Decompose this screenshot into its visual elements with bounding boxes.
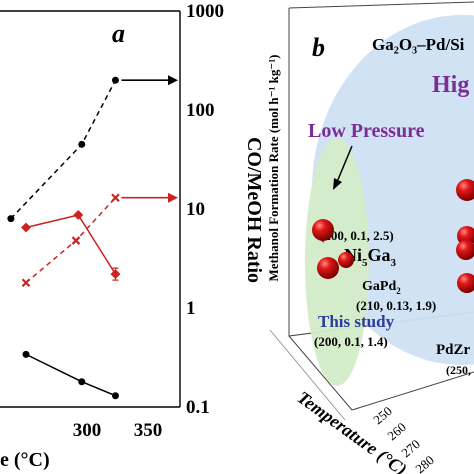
panel-a-data-layer: [7, 75, 178, 400]
sphere-ni5ga3: [312, 219, 334, 241]
panel-b-front-left-edge: [288, 335, 353, 411]
panel-a-ytick-10: 10: [186, 199, 205, 220]
low-pressure-arrowhead: [333, 178, 342, 190]
panel-a-axis-arrowhead-1: [168, 192, 178, 203]
panel-a-ytick-1000: 1000: [186, 1, 224, 22]
panel-b-xtick-280: 280: [412, 452, 437, 474]
low-pressure-arrow: [336, 145, 353, 183]
annotation-pdzr-coords: (250,: [446, 363, 471, 377]
panel-a-ytick-1: 1: [186, 298, 196, 319]
panel-a-series-2-point-0: [21, 278, 31, 288]
annotation-pdzr-name: PdZr: [436, 342, 471, 358]
panel-a-xlabel: e (°C): [0, 449, 50, 471]
panel-b-depth-axis: [269, 329, 346, 421]
panel-a-series-3-line: [25, 353, 116, 397]
panel-a-series-3-point-2: [111, 392, 119, 400]
sphere-gapd2: [338, 252, 354, 268]
annotation-gapd2-name: GaPd2: [362, 279, 401, 296]
annotation-gapd2-coords: (210, 0.13, 1.9): [356, 298, 436, 313]
panel-a-series-2-line: [25, 197, 117, 284]
panel-a-xtick-350: 350: [134, 420, 163, 441]
panel-a-axis-arrowhead-0: [168, 75, 178, 86]
panel-a-xtick-300: 300: [73, 420, 102, 441]
panel-a-label: a: [112, 19, 125, 48]
high-pressure-label: Hig: [432, 72, 469, 98]
panel-a-series-2-point-2: [111, 193, 120, 202]
annotation-ni5ga3-coords: (200, 0.1, 2.5): [320, 228, 394, 243]
low-pressure-label: Low Pressure: [308, 120, 425, 142]
panel-a-series-3-point-1: [78, 378, 86, 386]
panel-a: a 300 350 e (°C) 1000 100 10 1 0.1 CO/Me…: [0, 1, 265, 471]
panel-b: b Ga₂O₃–Pd/Si Hig Low Pressure Methanol …: [266, 1, 474, 474]
sphere-high-1: [456, 179, 474, 201]
panel-a-series-0-line: [10, 79, 117, 220]
sphere-high-3: [456, 240, 474, 260]
panel-b-xtick-260: 260: [384, 419, 409, 443]
annotation-ni5ga3-name: Ni5Ga3: [344, 245, 397, 269]
panel-b-title: Ga₂O₃–Pd/Si: [372, 35, 465, 54]
sphere-high-4: [457, 273, 474, 293]
panel-a-series-2-point-1: [71, 236, 81, 245]
panel-b-xtick-250: 250: [370, 403, 395, 427]
panel-a-series-1-point-1: [73, 210, 84, 220]
panel-a-error-bar: [112, 267, 119, 281]
panel-b-top-edge: [288, 1, 474, 9]
panel-a-ylabel-right: CO/MeOH Ratio: [243, 137, 265, 283]
panel-a-ytick-0.1: 0.1: [186, 397, 210, 418]
panel-a-series-0-point-0: [7, 215, 15, 223]
panel-a-series-0-point-2: [111, 76, 119, 84]
annotation-this-study-coords: (200, 0.1, 1.4): [314, 334, 388, 349]
panel-b-front-bottom-edge: [351, 371, 474, 411]
panel-b-label: b: [312, 33, 325, 62]
panel-a-ytick-100: 100: [186, 100, 215, 121]
panel-b-ylabel: Methanol Formation Rate (mol h⁻¹ kg⁻¹): [266, 55, 281, 282]
sphere-this-study: [317, 257, 339, 279]
panel-a-series-1-point-0: [21, 222, 31, 233]
panel-a-series-0-point-1: [78, 140, 86, 148]
panel-a-series-3-point-0: [22, 350, 30, 358]
annotation-this-study-label: This study: [318, 312, 395, 331]
